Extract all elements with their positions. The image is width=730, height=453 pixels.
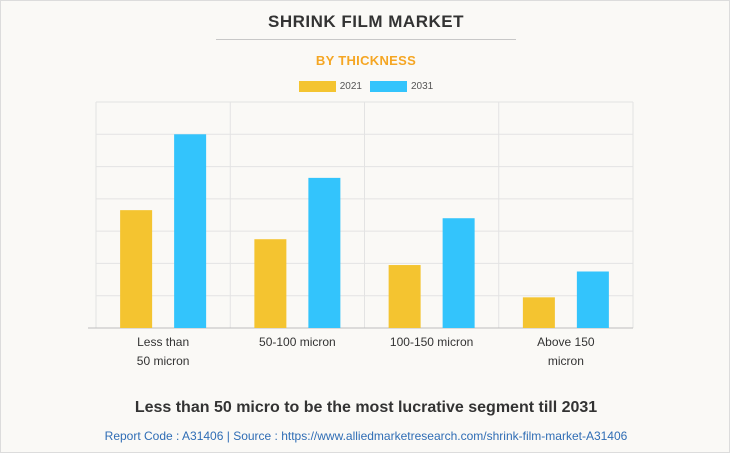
chart-subtitle: BY THICKNESS <box>315 53 417 68</box>
bar-2031-2 <box>442 218 475 328</box>
bar-2021-3 <box>522 297 555 328</box>
title-divider <box>216 39 516 40</box>
bar-2031-3 <box>576 271 609 328</box>
legend-swatch-2021 <box>298 81 336 92</box>
legend: 2021 2031 <box>1 81 730 92</box>
bar-2021-2 <box>388 265 421 328</box>
report-source-footer[interactable]: Report Code : A31406 | Source : https://… <box>104 429 628 443</box>
legend-label-2031: 2031 <box>411 81 434 92</box>
bar-2031-1 <box>308 177 341 328</box>
chart-title: SHRINK FILM MARKET <box>268 12 464 31</box>
legend-item-2021[interactable]: 2021 <box>298 81 362 92</box>
bar-2021-1 <box>254 239 287 328</box>
legend-label-2021: 2021 <box>339 81 362 92</box>
legend-swatch-2031 <box>370 81 407 92</box>
x-tick-label: 100-150 micron <box>390 335 473 349</box>
chart-headline: Less than 50 micro to be the most lucrat… <box>134 399 598 416</box>
bar-2021-0 <box>120 210 153 328</box>
bar-2031-0 <box>174 134 207 328</box>
x-tick-label: Above 150 micron <box>537 335 595 368</box>
x-tick-label: Less than 50 micron <box>137 335 190 368</box>
legend-item-2031[interactable]: 2031 <box>370 81 433 92</box>
x-tick-label: 50-100 micron <box>259 335 336 349</box>
bar-chart: Less than 50 micron 50-100 micron 100-150 m… <box>88 101 634 368</box>
